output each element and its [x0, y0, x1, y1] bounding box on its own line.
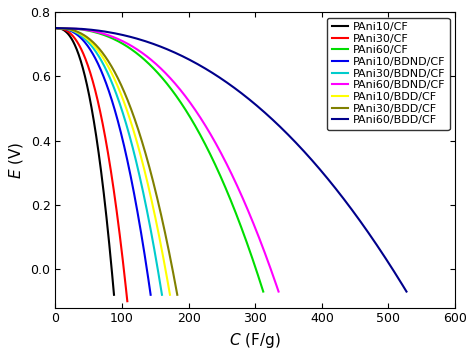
PAni10/BDND/CF — [142, 251, 147, 255]
PAni30/BDD/CF — [153, 189, 158, 193]
PAni30/BDD/CF — [152, 185, 157, 189]
PAni30/BDND/CF — [139, 184, 145, 188]
PAni60/BDND/CF — [234, 182, 239, 186]
PAni10/BDND/CF — [130, 185, 136, 189]
Line: PAni10/BDD/CF: PAni10/BDD/CF — [55, 28, 170, 295]
PAni30/BDD/CF — [53, 26, 58, 30]
Line: PAni60/BDND/CF: PAni60/BDND/CF — [55, 28, 279, 292]
PAni10/CF — [100, 189, 106, 193]
PAni60/BDD/CF — [333, 187, 339, 191]
PAni60/BDND/CF — [276, 290, 282, 294]
PAni30/CF — [112, 193, 118, 197]
PAni60/CF — [221, 183, 227, 187]
Line: PAni60/BDD/CF: PAni60/BDD/CF — [55, 28, 407, 292]
PAni10/BDD/CF — [64, 27, 70, 31]
PAni30/BDD/CF — [151, 184, 157, 188]
PAni30/CF — [60, 27, 65, 31]
PAni10/BDD/CF — [146, 185, 151, 189]
PAni30/CF — [122, 273, 128, 278]
PAni30/CF — [111, 187, 117, 192]
PAni30/BDND/CF — [64, 27, 69, 31]
PAni60/BDND/CF — [261, 248, 267, 252]
PAni60/BDND/CF — [53, 26, 58, 30]
PAni10/BDD/CF — [163, 268, 168, 272]
PAni10/BDD/CF — [167, 293, 173, 297]
X-axis label: $C$ (F/g): $C$ (F/g) — [229, 331, 281, 350]
PAni30/BDND/CF — [139, 185, 145, 189]
PAni60/BDND/CF — [234, 183, 239, 187]
Legend: PAni10/CF, PAni30/CF, PAni60/CF, PAni10/BDND/CF, PAni30/BDND/CF, PAni60/BDND/CF,: PAni10/CF, PAni30/CF, PAni60/CF, PAni10/… — [327, 17, 449, 130]
PAni60/BDND/CF — [267, 265, 273, 269]
PAni10/BDD/CF — [160, 251, 165, 255]
PAni10/BDND/CF — [148, 293, 154, 297]
PAni30/BDND/CF — [53, 26, 58, 30]
PAni10/BDND/CF — [144, 268, 150, 272]
PAni60/CF — [74, 27, 80, 31]
PAni10/CF — [111, 293, 117, 297]
PAni60/CF — [252, 265, 258, 269]
PAni10/BDND/CF — [130, 184, 136, 188]
PAni30/CF — [111, 188, 117, 193]
PAni30/BDND/CF — [159, 293, 165, 297]
PAni30/BDND/CF — [140, 189, 146, 193]
PAni60/CF — [260, 290, 266, 294]
PAni60/BDD/CF — [330, 183, 336, 187]
PAni60/CF — [221, 182, 227, 186]
Line: PAni30/BDD/CF: PAni30/BDD/CF — [55, 28, 177, 295]
PAni30/BDD/CF — [174, 293, 180, 297]
Line: PAni30/BDND/CF: PAni30/BDND/CF — [55, 28, 162, 295]
PAni60/BDND/CF — [75, 27, 81, 31]
PAni30/CF — [120, 256, 126, 260]
PAni60/CF — [53, 26, 58, 30]
PAni60/BDD/CF — [388, 265, 394, 269]
PAni10/BDND/CF — [53, 26, 58, 30]
PAni30/BDD/CF — [170, 268, 175, 272]
PAni10/BDND/CF — [62, 27, 68, 31]
Line: PAni60/CF: PAni60/CF — [55, 28, 263, 292]
PAni30/BDND/CF — [155, 268, 161, 272]
PAni10/BDD/CF — [146, 189, 152, 193]
PAni10/CF — [100, 185, 106, 189]
PAni30/BDND/CF — [152, 251, 158, 255]
Line: PAni10/BDND/CF: PAni10/BDND/CF — [55, 28, 151, 295]
PAni30/CF — [53, 26, 58, 30]
Line: PAni10/CF: PAni10/CF — [55, 28, 114, 295]
Line: PAni30/CF: PAni30/CF — [55, 28, 128, 301]
PAni10/CF — [109, 268, 115, 272]
PAni30/CF — [125, 299, 130, 303]
PAni10/CF — [100, 184, 106, 188]
PAni10/CF — [107, 251, 113, 255]
PAni10/BDND/CF — [131, 189, 137, 193]
PAni60/BDD/CF — [79, 27, 84, 31]
PAni10/CF — [58, 27, 64, 31]
PAni60/BDD/CF — [404, 290, 410, 294]
PAni30/BDD/CF — [65, 27, 71, 31]
Y-axis label: $E$ (V): $E$ (V) — [7, 141, 25, 178]
PAni60/BDND/CF — [236, 187, 242, 191]
PAni10/BDD/CF — [146, 184, 151, 188]
PAni10/BDD/CF — [53, 26, 58, 30]
PAni60/BDD/CF — [377, 248, 383, 252]
PAni60/CF — [246, 248, 252, 252]
PAni60/BDD/CF — [53, 26, 58, 30]
PAni60/CF — [223, 187, 229, 191]
PAni30/BDD/CF — [166, 251, 172, 255]
PAni60/BDD/CF — [329, 182, 335, 186]
PAni10/CF — [53, 26, 58, 30]
